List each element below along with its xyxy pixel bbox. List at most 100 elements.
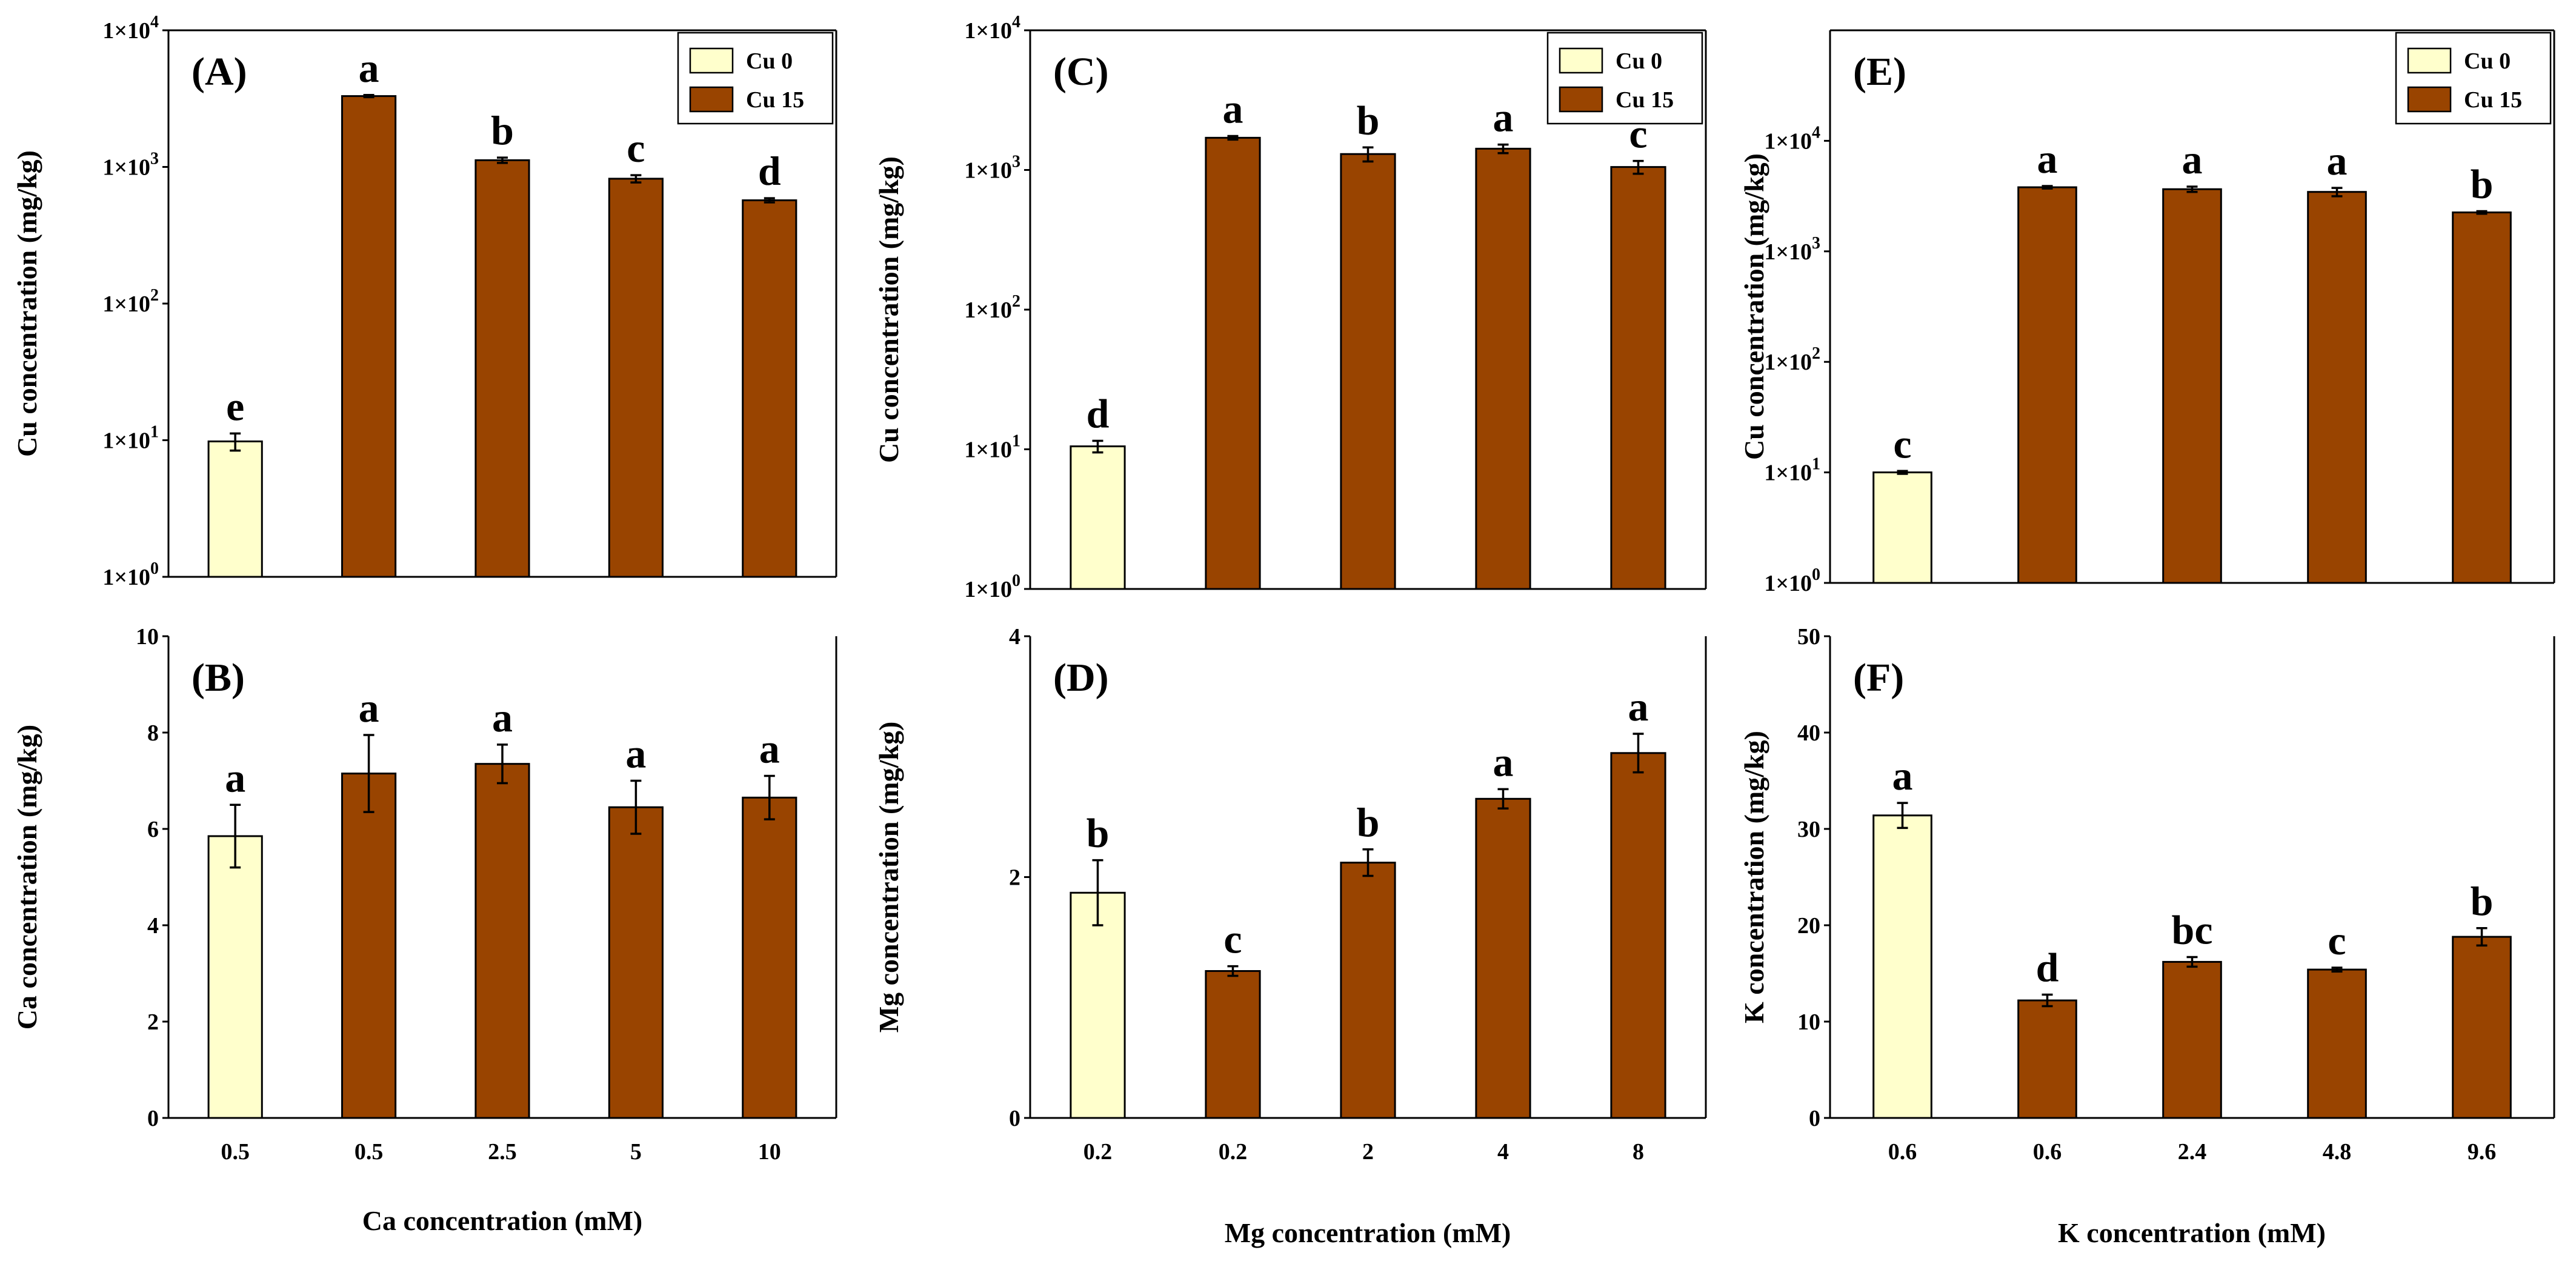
y-tick-label: 0 [1009, 1106, 1020, 1131]
error-bar [1897, 802, 1908, 830]
significance-letter: c [627, 125, 645, 171]
significance-letter: b [2471, 161, 2494, 207]
bar [2307, 191, 2367, 584]
bar [2017, 186, 2077, 584]
y-tick-mantissa: 1×10 [102, 291, 150, 317]
error-bar [363, 94, 374, 99]
panel-label: (B) [191, 656, 245, 700]
y-tick-mantissa: 1×10 [964, 158, 1012, 184]
error-bar [2331, 966, 2343, 973]
y-tick-mantissa: 1×10 [1764, 128, 1812, 154]
bar [1205, 136, 1261, 590]
y-tick-exponent: 3 [150, 150, 159, 168]
y-tick-mantissa: 1×10 [964, 577, 1012, 602]
error-bar [2476, 927, 2488, 947]
significance-letter: b [2471, 878, 2494, 924]
error-bar [2042, 993, 2053, 1008]
legend-swatch-cu0 [689, 47, 734, 74]
y-tick-label: 1×104 [964, 13, 1020, 44]
significance-letter: c [1893, 421, 1911, 467]
y-axis-title: Ca concentration (mg/kg) [12, 725, 42, 1029]
bar [1872, 814, 1932, 1119]
y-tick-mantissa: 1×10 [964, 298, 1012, 323]
y-tick-label: 1×101 [102, 423, 159, 454]
bar [341, 95, 397, 578]
legend-label-cu15: Cu 15 [746, 87, 804, 113]
x-tick-label: 4.8 [2323, 1139, 2352, 1165]
panel-d: 0 2 4 b 0.2 c 0.2 b 2 a 4 a 8 (D) Mg concentration (mg… [873, 624, 1707, 1248]
significance-letter: d [758, 148, 781, 194]
significance-letter: a [2182, 136, 2203, 182]
y-axis-title: Cu concentration (mg/kg) [873, 156, 904, 463]
y-tick-mantissa: 1×10 [102, 155, 150, 181]
error-bar [1227, 135, 1239, 141]
error-bar [2186, 956, 2198, 968]
legend-swatch-cu15 [2407, 86, 2452, 113]
x-tick-label: 5 [630, 1139, 642, 1165]
y-tick-label: 10 [136, 624, 159, 650]
y-tick-exponent: 4 [1812, 123, 1820, 142]
x-axis-title: Ca concentration (mM) [362, 1205, 642, 1236]
y-tick-exponent: 1 [1812, 455, 1820, 474]
bar [1475, 147, 1531, 590]
y-tick-label: 30 [1797, 817, 1820, 842]
y-tick-exponent: 2 [150, 286, 159, 305]
y-tick-exponent: 0 [150, 559, 159, 578]
x-tick-label: 0.2 [1083, 1139, 1113, 1165]
legend-label-cu15: Cu 15 [1616, 87, 1674, 113]
y-tick-label: 1×102 [964, 292, 1020, 323]
bar [608, 806, 664, 1119]
x-tick-label: 2.4 [2178, 1139, 2207, 1165]
significance-letter: b [1087, 810, 1110, 856]
legend-label-cu0: Cu 0 [746, 48, 793, 74]
bar [2162, 188, 2222, 584]
significance-letter: a [1493, 739, 1514, 785]
significance-letter: a [625, 731, 646, 777]
y-tick-label: 1×102 [102, 286, 159, 317]
y-tick-label: 20 [1797, 913, 1820, 939]
error-bar [2476, 210, 2488, 215]
error-bar [1497, 143, 1509, 155]
legend-label-cu0: Cu 0 [1616, 48, 1662, 74]
error-bar [2042, 185, 2053, 190]
x-tick-label: 10 [758, 1139, 781, 1165]
legend-swatch-cu15 [1559, 86, 1603, 113]
error-bar [1632, 733, 1644, 774]
y-tick-label: 10 [1797, 1009, 1820, 1035]
significance-letter: a [759, 726, 780, 772]
bar [2017, 999, 2077, 1119]
significance-letter: c [1223, 916, 1242, 962]
legend: Cu 0 Cu 15 [2395, 32, 2552, 125]
significance-letter: a [1628, 683, 1649, 730]
y-tick-label: 50 [1797, 624, 1820, 650]
y-tick-label: 4 [1009, 624, 1020, 650]
bar [1340, 153, 1396, 590]
y-tick-label: 0 [1809, 1106, 1820, 1131]
legend: Cu 0 Cu 15 [1546, 32, 1703, 125]
y-tick-label: 1×104 [102, 13, 159, 44]
y-tick-mantissa: 1×10 [102, 565, 150, 590]
error-bar [2186, 185, 2198, 193]
error-bar [497, 743, 508, 785]
x-axis-title: Mg concentration (mM) [1225, 1217, 1511, 1248]
bar [1610, 166, 1666, 590]
y-tick-label: 0 [147, 1106, 159, 1131]
panel-b: 0 2 4 6 8 10 a 0.5 a 0.5 a 2.5 a 5 a 10 (B) Ca concentrat… [12, 624, 837, 1236]
error-bar [1092, 859, 1103, 926]
legend-label-cu0: Cu 0 [2464, 48, 2511, 74]
y-tick-exponent: 4 [1012, 13, 1020, 32]
error-bar [497, 156, 508, 164]
significance-letter: b [1357, 799, 1380, 845]
x-tick-label: 0.6 [1888, 1139, 1917, 1165]
significance-letter: e [226, 383, 244, 429]
significance-letter: a [1223, 85, 1243, 131]
bar [2162, 960, 2222, 1119]
x-tick-label: 0.6 [2033, 1139, 2062, 1165]
y-tick-label: 1×101 [964, 432, 1020, 463]
y-tick-label: 1×104 [1764, 123, 1820, 154]
y-tick-label: 1×103 [102, 150, 159, 181]
y-tick-label: 1×101 [1764, 455, 1820, 486]
legend-swatch-cu15 [689, 86, 734, 113]
